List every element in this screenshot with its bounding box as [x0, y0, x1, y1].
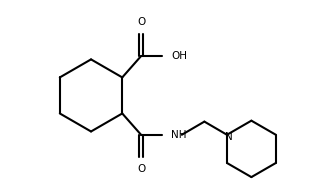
- Text: OH: OH: [172, 51, 188, 61]
- Text: O: O: [137, 164, 145, 174]
- Text: NH: NH: [171, 130, 187, 140]
- Text: O: O: [137, 17, 145, 27]
- Text: N: N: [225, 132, 232, 142]
